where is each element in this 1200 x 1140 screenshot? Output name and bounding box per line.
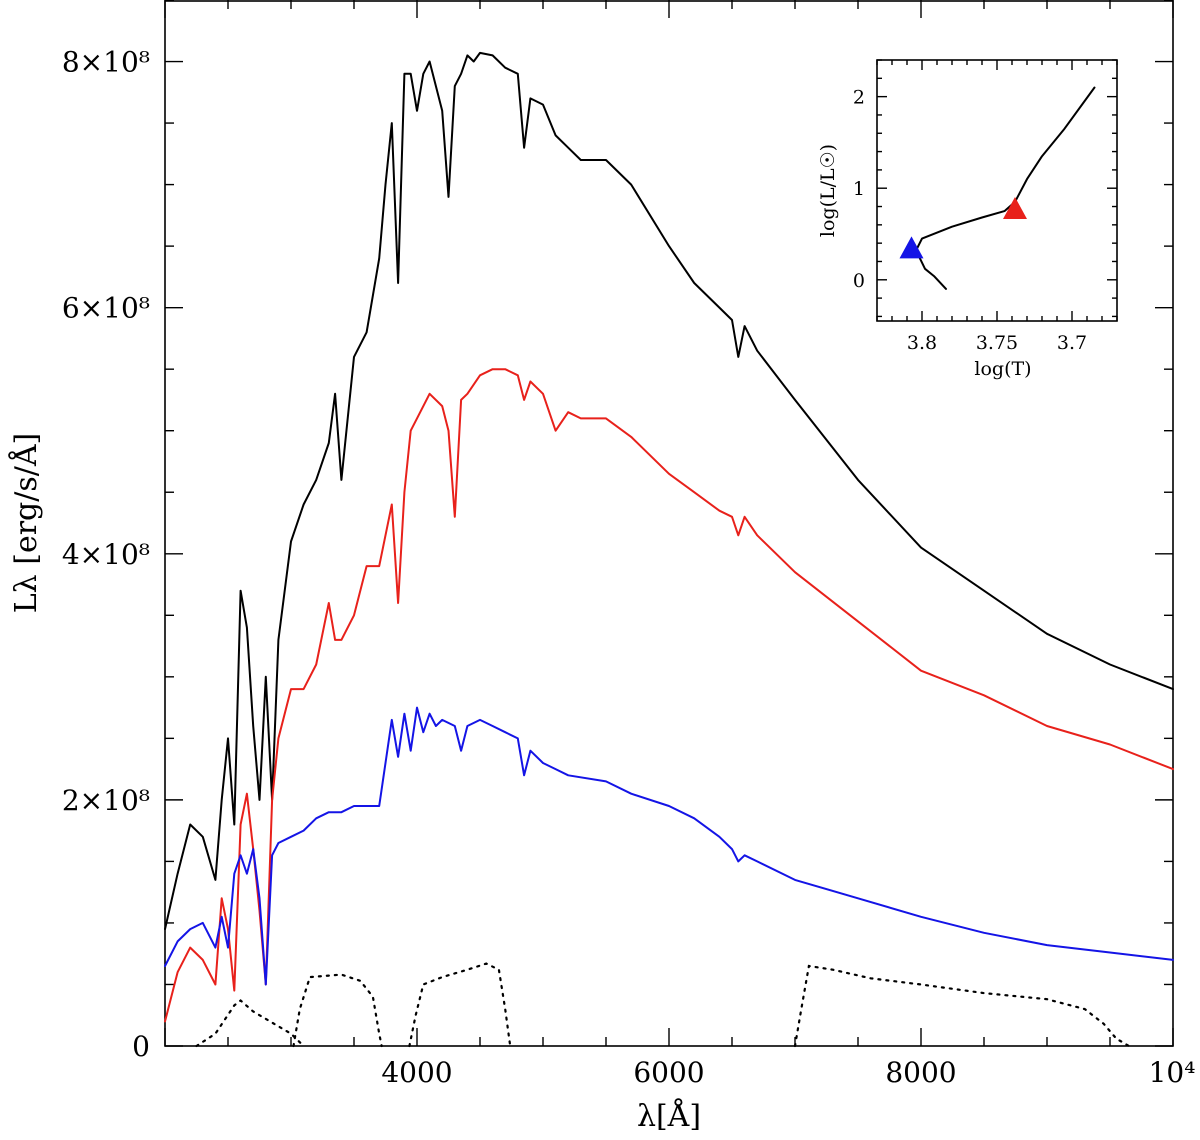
inset-x-tick-label: 3.7 xyxy=(1057,332,1087,354)
evolutionary-track xyxy=(915,86,1096,290)
inset-y-tick-label: 0 xyxy=(853,270,865,292)
y-tick-label: 2×10⁸ xyxy=(62,784,150,817)
inset-x-tick-label: 3.8 xyxy=(907,332,937,354)
inset-x-axis-label: log(T) xyxy=(974,358,1031,380)
inset-plot: 3.8 3.75 3.7 0 1 2 log(T) log(L/L☉) xyxy=(817,59,1118,380)
inset-y-tick-label: 2 xyxy=(853,87,865,109)
filter-curve-4 xyxy=(793,964,1131,1048)
blue-spectrum xyxy=(164,706,1174,986)
inset-y-tick-label: 1 xyxy=(853,178,865,200)
main-plot: 4000 6000 8000 10⁴ 0 2×10⁸ 4×10⁸ 6×10⁸ 8×10⁸ λ[Å]… xyxy=(8,0,1195,1134)
x-tick-label: 10⁴ xyxy=(1149,1056,1196,1089)
x-tick-label: 6000 xyxy=(633,1056,704,1089)
red-spectrum xyxy=(164,368,1174,1023)
x-tick-label: 4000 xyxy=(381,1056,452,1089)
y-tick-label: 0 xyxy=(132,1030,150,1063)
main-plot-frame xyxy=(164,0,1174,1047)
y-tick-label: 8×10⁸ xyxy=(62,46,150,79)
x-axis-label: λ[Å] xyxy=(637,1098,701,1134)
filter-curve-2 xyxy=(292,973,383,1048)
inset-y-axis-label: log(L/L☉) xyxy=(817,144,839,237)
filter-curve-3 xyxy=(408,962,512,1048)
filter-curve-1 xyxy=(195,999,305,1048)
y-axis-label: Lλ [erg/s/Å] xyxy=(8,433,44,613)
blue-marker xyxy=(899,236,924,259)
x-tick-label: 8000 xyxy=(885,1056,956,1089)
red-marker xyxy=(1003,197,1027,219)
inset-frame xyxy=(876,59,1118,322)
black-spectrum xyxy=(164,51,1174,931)
inset-x-tick-label: 3.75 xyxy=(976,332,1018,354)
y-tick-label: 4×10⁸ xyxy=(62,538,150,571)
y-tick-label: 6×10⁸ xyxy=(62,292,150,325)
